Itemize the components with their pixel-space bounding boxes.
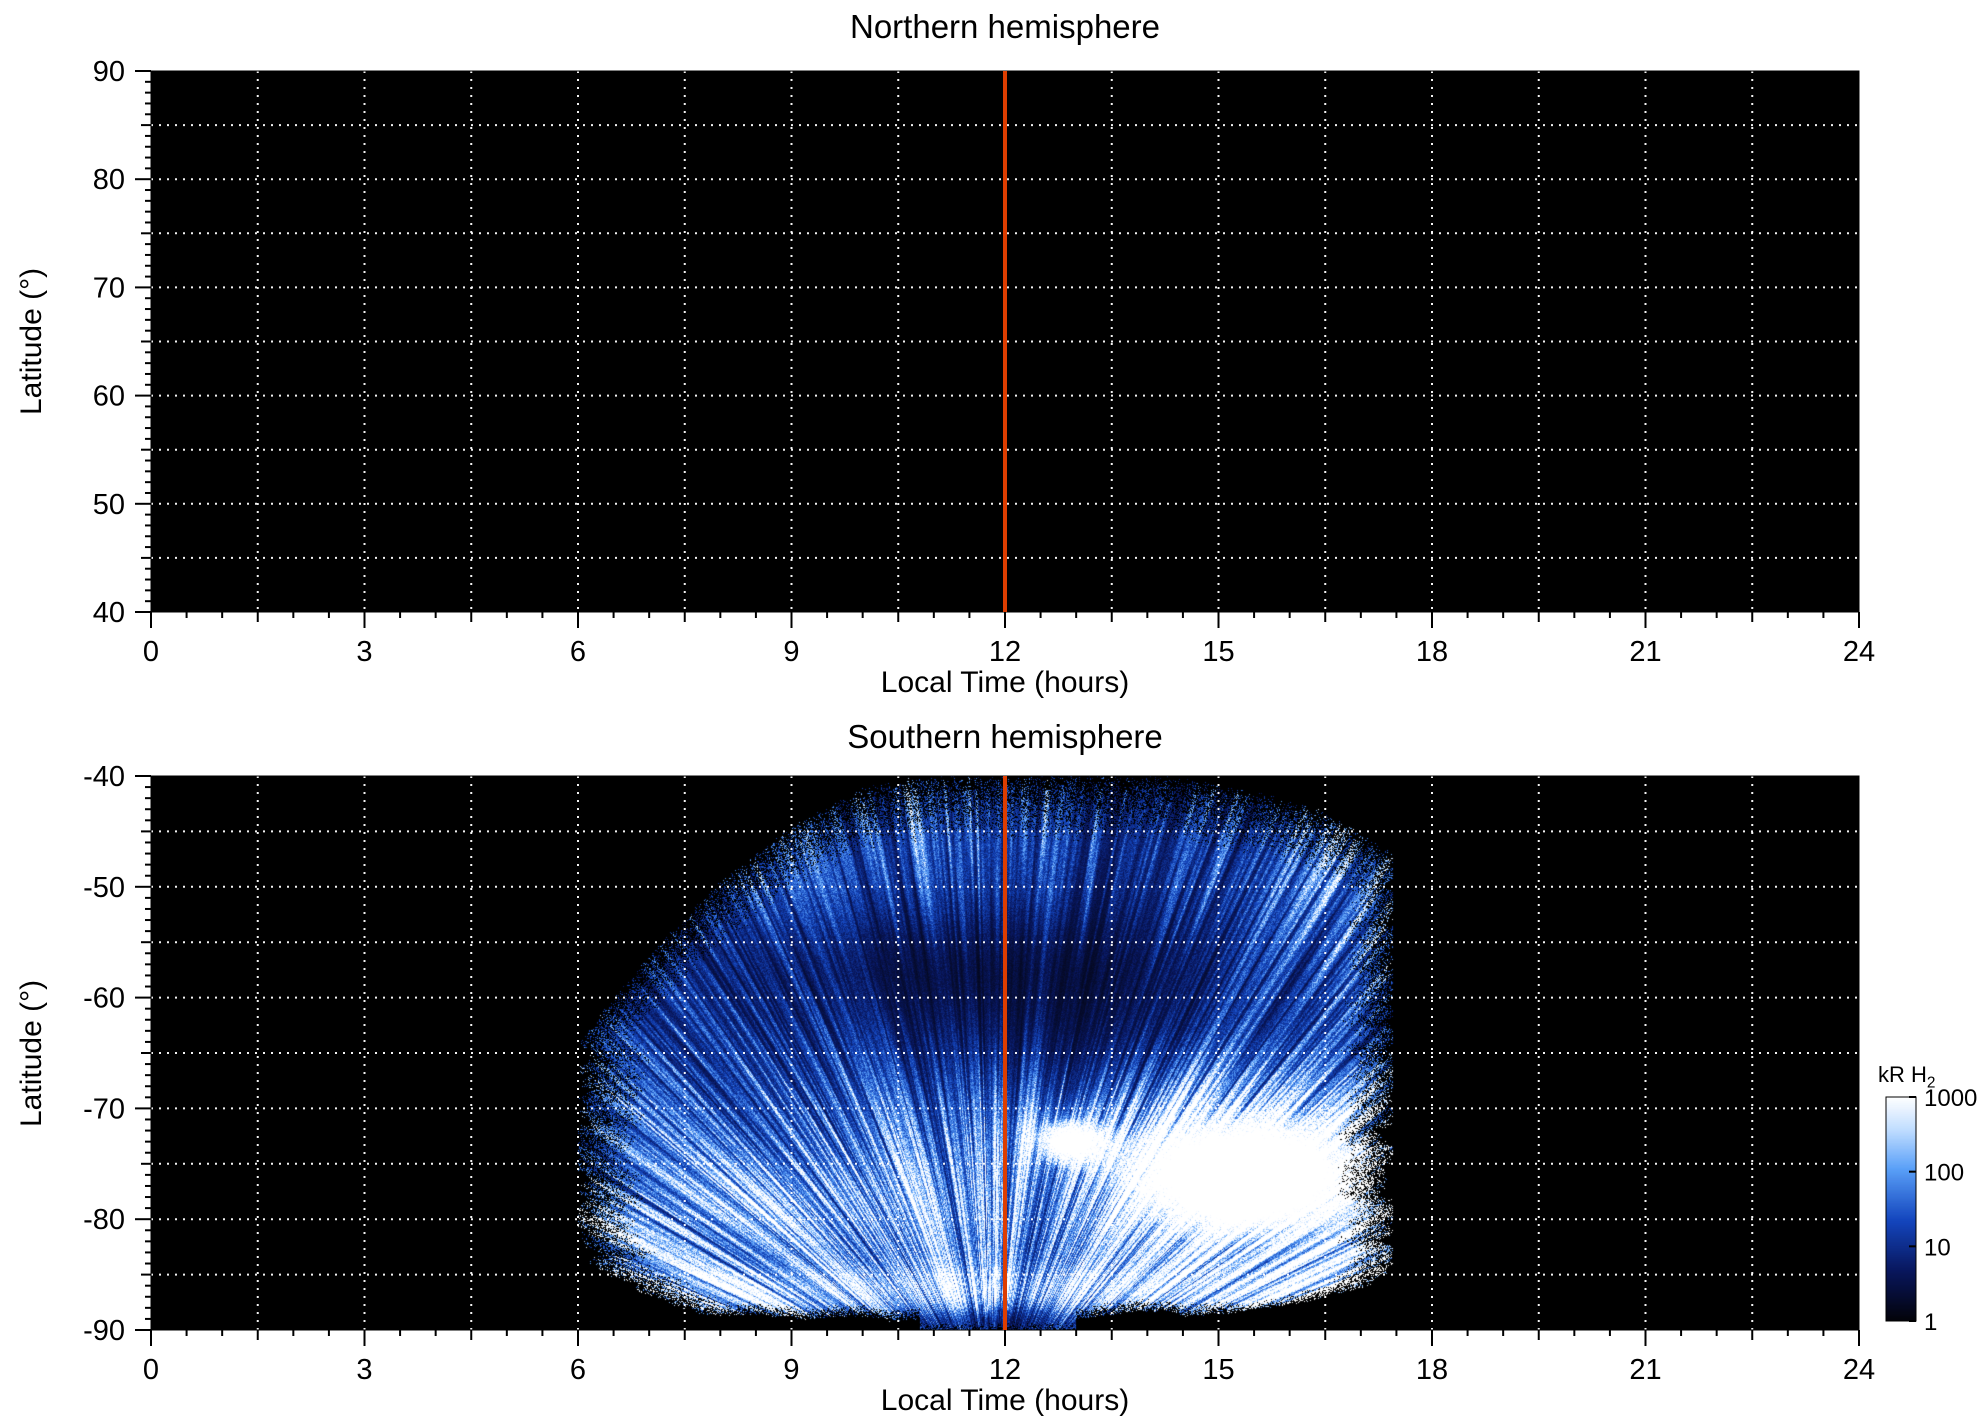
x-tick-label: 6: [570, 636, 586, 668]
y-tick-label: -60: [83, 983, 125, 1015]
colorbar-tick-label: 10: [1924, 1234, 1951, 1261]
y-tick-label: -50: [83, 872, 125, 904]
north-x-axis-label: Local Time (hours): [880, 666, 1130, 699]
x-tick-label: 15: [1202, 1354, 1234, 1386]
y-tick-label: 90: [93, 56, 125, 88]
x-tick-label: 0: [143, 1354, 159, 1386]
x-tick-label: 3: [356, 1354, 372, 1386]
colorbar-gradient: [1886, 1097, 1916, 1321]
x-tick-label: 6: [570, 1354, 586, 1386]
x-tick-label: 21: [1629, 636, 1661, 668]
colorbar-unit-sub: 2: [1926, 1074, 1936, 1092]
x-tick-label: 9: [783, 1354, 799, 1386]
x-tick-label: 0: [143, 636, 159, 668]
x-tick-label: 9: [783, 636, 799, 668]
x-tick-label: 12: [989, 1354, 1021, 1386]
colorbar-tick-label: 100: [1924, 1160, 1964, 1187]
y-tick-label: 40: [93, 597, 125, 629]
y-tick-label: -70: [83, 1093, 125, 1125]
y-tick-label: 50: [93, 489, 125, 521]
south-x-axis-label: Local Time (hours): [880, 1384, 1130, 1417]
colorbar-title: kR H2: [1878, 1062, 1935, 1092]
north-title: Northern hemisphere: [850, 8, 1160, 45]
south-title: Southern hemisphere: [847, 718, 1163, 755]
x-tick-label: 24: [1843, 1354, 1875, 1386]
y-tick-label: 70: [93, 272, 125, 304]
south-emission-heatmap: [151, 776, 1859, 1330]
x-tick-label: 3: [356, 636, 372, 668]
x-tick-label: 18: [1416, 1354, 1448, 1386]
x-tick-label: 21: [1629, 1354, 1661, 1386]
x-tick-label: 18: [1416, 636, 1448, 668]
x-tick-label: 12: [989, 636, 1021, 668]
y-tick-label: -80: [83, 1204, 125, 1236]
x-tick-label: 24: [1843, 636, 1875, 668]
y-tick-label: 80: [93, 164, 125, 196]
y-tick-label: -40: [83, 761, 125, 793]
north-y-axis-label: Latitude (°): [15, 267, 48, 416]
x-tick-label: 15: [1202, 636, 1234, 668]
colorbar-unit: kR H: [1878, 1062, 1927, 1087]
y-tick-label: 60: [93, 381, 125, 413]
colorbar-tick-label: 1: [1924, 1309, 1937, 1336]
south-y-axis-label: Latitude (°): [15, 979, 48, 1127]
north-plot-area: [151, 71, 1859, 612]
y-tick-label: -90: [83, 1315, 125, 1347]
